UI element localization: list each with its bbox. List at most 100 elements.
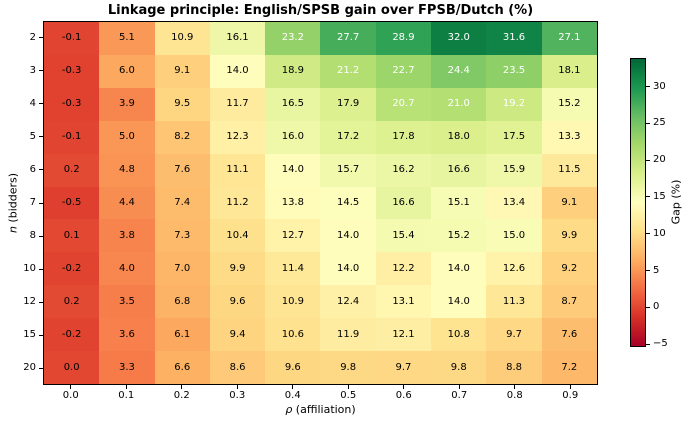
heatmap-cell: 15.1 (431, 186, 487, 220)
heatmap-cell: -0.3 (44, 87, 100, 121)
heatmap-cell: 14.0 (320, 219, 376, 253)
y-tick-mark (39, 367, 43, 369)
heatmap-cell: 17.2 (320, 120, 376, 154)
x-tick-label: 0.2 (173, 390, 190, 401)
x-tick-mark (181, 385, 183, 389)
heatmap-cell: 14.0 (431, 252, 487, 286)
heatmap: -0.1 5.1 10.9 16.1 23.2 27.7 28.9 32.0 31.6 27.1-… (43, 21, 598, 385)
x-axis-label-variable: ρ (285, 403, 293, 416)
heatmap-cell: 13.1 (375, 285, 432, 319)
heatmap-cell: 18.9 (265, 54, 321, 88)
colorbar-tick-label: 20 (653, 154, 666, 166)
heatmap-cell: 16.6 (431, 153, 487, 187)
y-tick-label: 10 (23, 263, 36, 275)
chart-title: Linkage principle: English/SPSB gain ove… (107, 3, 534, 18)
x-tick-mark (458, 385, 460, 389)
x-tick-mark (403, 385, 405, 389)
y-tick-label: 2 (29, 31, 36, 43)
heatmap-cell: 8.8 (486, 351, 542, 384)
heatmap-cell: 17.9 (320, 87, 376, 121)
heatmap-cell: 20.7 (375, 87, 432, 121)
heatmap-cell: 31.6 (486, 22, 542, 55)
heatmap-cell: 13.4 (486, 186, 542, 220)
colorbar-tick-mark (646, 159, 650, 161)
heatmap-cell: 23.2 (265, 22, 321, 55)
y-tick-mark (39, 103, 43, 105)
heatmap-cell: 14.5 (320, 186, 376, 220)
colorbar-tick-mark (646, 86, 650, 88)
heatmap-cell: 10.8 (431, 318, 487, 352)
x-tick-label: 0.9 (562, 390, 579, 401)
heatmap-cell: 21.2 (320, 54, 376, 88)
heatmap-cell: 21.0 (431, 87, 487, 121)
heatmap-cell: 0.0 (44, 351, 100, 384)
x-tick-mark (70, 385, 72, 389)
heatmap-cell: 11.3 (486, 285, 542, 319)
heatmap-cell: 7.4 (154, 186, 210, 220)
heatmap-cell: 11.7 (209, 87, 266, 121)
heatmap-cell: 0.2 (44, 285, 100, 319)
heatmap-cell: 3.5 (99, 285, 155, 319)
heatmap-cell: 7.2 (541, 351, 597, 384)
x-axis-label-text: (affiliation) (292, 403, 356, 416)
heatmap-cell: 16.1 (209, 22, 266, 55)
heatmap-cell: 7.3 (154, 219, 210, 253)
heatmap-cell: 11.9 (320, 318, 376, 352)
colorbar-tick-label: −5 (653, 338, 668, 350)
y-tick-label: 15 (23, 329, 36, 341)
heatmap-cell: 11.5 (541, 153, 597, 187)
x-tick-label: 0.6 (395, 390, 412, 401)
heatmap-cell: 9.6 (265, 351, 321, 384)
heatmap-cell: 9.2 (541, 252, 597, 286)
heatmap-cell: 13.3 (541, 120, 597, 154)
heatmap-cell: 4.0 (99, 252, 155, 286)
heatmap-cell: 12.2 (375, 252, 432, 286)
y-tick-label: 3 (29, 64, 36, 76)
colorbar-tick-label: 0 (653, 301, 660, 313)
heatmap-cell: 5.1 (99, 22, 155, 55)
y-tick-mark (39, 235, 43, 237)
heatmap-cell: 15.4 (375, 219, 432, 253)
heatmap-cell: 10.9 (154, 22, 210, 55)
y-tick-label: 20 (23, 362, 36, 374)
heatmap-cell: 27.1 (541, 22, 597, 55)
heatmap-cell: -0.5 (44, 186, 100, 220)
heatmap-cell: 9.1 (154, 54, 210, 88)
heatmap-cell: -0.1 (44, 22, 100, 55)
heatmap-cell: 14.0 (320, 252, 376, 286)
heatmap-cell: 27.7 (320, 22, 376, 55)
x-tick-mark (236, 385, 238, 389)
heatmap-cell: 8.6 (209, 351, 266, 384)
heatmap-cell: 23.5 (486, 54, 542, 88)
y-tick-label: 6 (29, 163, 36, 175)
heatmap-cell: 15.2 (431, 219, 487, 253)
heatmap-cell: 3.8 (99, 219, 155, 253)
x-tick-label: 0.8 (506, 390, 523, 401)
colorbar (630, 58, 646, 347)
colorbar-label: Gap (%) (669, 179, 683, 225)
heatmap-cell: 8.2 (154, 120, 210, 154)
x-tick-label: 0.0 (62, 390, 79, 401)
x-tick-label: 0.7 (451, 390, 468, 401)
y-tick-mark (39, 202, 43, 204)
heatmap-cell: 28.9 (375, 22, 432, 55)
x-axis-label: ρ (affiliation) (43, 403, 598, 416)
heatmap-cell: 12.4 (320, 285, 376, 319)
heatmap-cell: 14.0 (209, 54, 266, 88)
heatmap-cell: 12.6 (486, 252, 542, 286)
heatmap-cell: 6.6 (154, 351, 210, 384)
heatmap-cell: 15.0 (486, 219, 542, 253)
colorbar-tick-label: 15 (653, 190, 666, 202)
y-tick-label: 7 (29, 197, 36, 208)
x-tick-mark (347, 385, 349, 389)
heatmap-cell: 24.4 (431, 54, 487, 88)
y-tick-mark (39, 169, 43, 171)
heatmap-cell: 15.2 (541, 87, 597, 121)
heatmap-cell: 9.8 (320, 351, 376, 384)
heatmap-cell: 7.6 (154, 153, 210, 187)
heatmap-cell: 14.0 (265, 153, 321, 187)
heatmap-cell: 10.4 (209, 219, 266, 253)
colorbar-tick-mark (646, 270, 650, 272)
heatmap-cell: 9.9 (209, 252, 266, 286)
